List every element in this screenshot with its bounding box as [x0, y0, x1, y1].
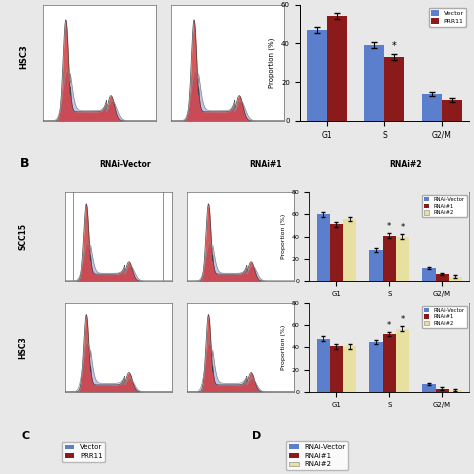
Y-axis label: Proportion (%): Proportion (%) [281, 214, 286, 259]
Bar [317, 214, 330, 281]
Text: SCC15: SCC15 [19, 223, 27, 250]
Bar [442, 100, 462, 121]
Text: *: * [387, 320, 392, 329]
Bar [421, 94, 442, 121]
Bar [330, 224, 343, 281]
Bar [422, 268, 436, 281]
Bar [436, 274, 449, 281]
Text: HSC3: HSC3 [19, 336, 27, 359]
Bar [396, 328, 409, 392]
Text: C: C [21, 431, 29, 441]
Text: RNAi#1: RNAi#1 [249, 160, 282, 169]
Bar [383, 334, 396, 392]
Bar [384, 57, 404, 121]
Bar [449, 390, 462, 392]
Legend: RNAi-Vector, RNAi#1, RNAi#2: RNAi-Vector, RNAi#1, RNAi#2 [422, 195, 466, 217]
Text: *: * [401, 223, 405, 232]
Text: *: * [392, 41, 397, 51]
Bar [436, 389, 449, 392]
Bar [422, 384, 436, 392]
Bar [369, 342, 383, 392]
Bar [343, 219, 356, 281]
Bar [343, 346, 356, 392]
Bar [365, 46, 384, 121]
Bar [449, 277, 462, 281]
Text: B: B [20, 157, 29, 170]
Legend: Vector, PRR11: Vector, PRR11 [62, 442, 105, 462]
Text: *: * [387, 222, 392, 231]
Bar [396, 237, 409, 281]
Bar [317, 338, 330, 392]
Legend: Vector, PRR11: Vector, PRR11 [428, 8, 466, 27]
Bar [330, 346, 343, 392]
Legend: RNAi-Vector, RNAi#1, RNAi#2: RNAi-Vector, RNAi#1, RNAi#2 [422, 306, 466, 328]
Text: HSC3: HSC3 [19, 45, 28, 69]
Bar [369, 250, 383, 281]
Text: RNAi#2: RNAi#2 [389, 160, 421, 169]
Y-axis label: Proportion (%): Proportion (%) [281, 325, 286, 370]
Bar [383, 236, 396, 281]
Legend: RNAi-Vector, RNAi#1, RNAi#2: RNAi-Vector, RNAi#1, RNAi#2 [286, 441, 348, 470]
Text: D: D [252, 431, 261, 441]
Text: *: * [401, 315, 405, 324]
Bar [328, 17, 347, 121]
Y-axis label: Proportion (%): Proportion (%) [269, 37, 275, 88]
Text: RNAi-Vector: RNAi-Vector [99, 160, 151, 169]
Bar [307, 30, 328, 121]
